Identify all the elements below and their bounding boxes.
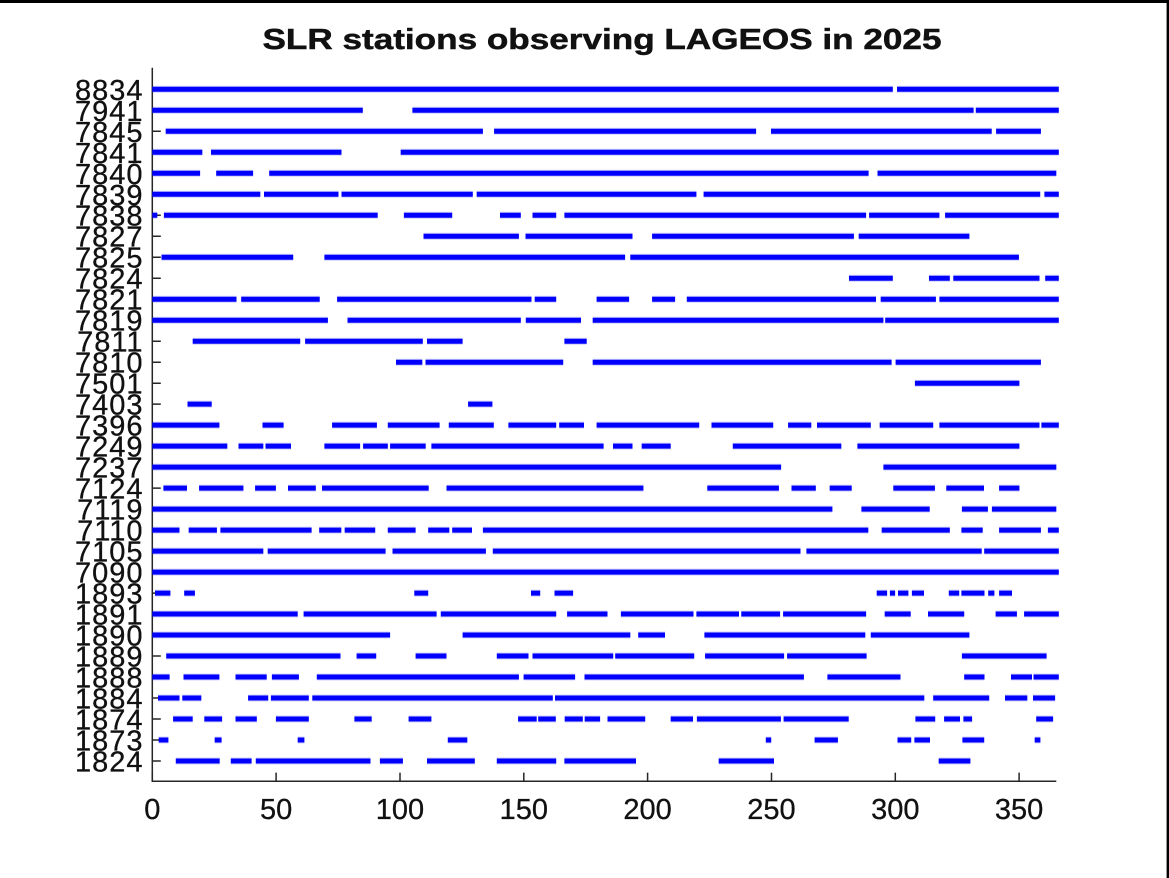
svg-text:SLR stations observing LAGEOS: SLR stations observing LAGEOS in 2025 bbox=[263, 24, 942, 56]
svg-text:1890: 1890 bbox=[75, 621, 144, 653]
svg-text:7501: 7501 bbox=[75, 369, 144, 401]
svg-text:7838: 7838 bbox=[75, 201, 144, 233]
svg-text:7841: 7841 bbox=[75, 138, 144, 170]
svg-text:7819: 7819 bbox=[75, 306, 144, 338]
svg-text:7110: 7110 bbox=[77, 516, 143, 548]
svg-text:7941: 7941 bbox=[75, 96, 144, 128]
svg-text:7827: 7827 bbox=[75, 222, 144, 254]
svg-text:1889: 1889 bbox=[75, 642, 144, 674]
svg-text:7124: 7124 bbox=[75, 474, 144, 506]
svg-text:1893: 1893 bbox=[75, 579, 144, 611]
svg-text:7090: 7090 bbox=[75, 558, 144, 590]
svg-text:250: 250 bbox=[747, 794, 795, 826]
svg-text:7811: 7811 bbox=[77, 327, 143, 359]
svg-text:7825: 7825 bbox=[75, 243, 144, 275]
svg-text:7119: 7119 bbox=[77, 495, 143, 527]
svg-text:50: 50 bbox=[260, 794, 292, 826]
svg-text:0: 0 bbox=[144, 794, 160, 826]
svg-text:200: 200 bbox=[623, 794, 671, 826]
svg-text:1824: 1824 bbox=[75, 747, 144, 779]
svg-text:1891: 1891 bbox=[75, 600, 144, 632]
svg-text:7845: 7845 bbox=[75, 117, 144, 149]
svg-text:7396: 7396 bbox=[75, 411, 144, 443]
svg-text:1873: 1873 bbox=[75, 726, 144, 758]
svg-text:7821: 7821 bbox=[75, 285, 144, 317]
svg-text:7824: 7824 bbox=[75, 264, 144, 296]
svg-text:1884: 1884 bbox=[75, 684, 144, 716]
svg-text:7839: 7839 bbox=[75, 180, 144, 212]
svg-text:1888: 1888 bbox=[75, 663, 144, 695]
svg-text:100: 100 bbox=[376, 794, 424, 826]
svg-text:150: 150 bbox=[500, 794, 548, 826]
svg-text:7249: 7249 bbox=[75, 432, 144, 464]
svg-text:350: 350 bbox=[995, 794, 1043, 826]
svg-text:7403: 7403 bbox=[75, 390, 144, 422]
svg-text:7840: 7840 bbox=[75, 159, 144, 191]
svg-text:1874: 1874 bbox=[75, 705, 144, 737]
svg-text:300: 300 bbox=[871, 794, 919, 826]
svg-text:7105: 7105 bbox=[75, 537, 144, 569]
svg-text:8834: 8834 bbox=[75, 75, 144, 107]
svg-text:7237: 7237 bbox=[75, 453, 144, 485]
svg-text:7810: 7810 bbox=[75, 348, 144, 380]
